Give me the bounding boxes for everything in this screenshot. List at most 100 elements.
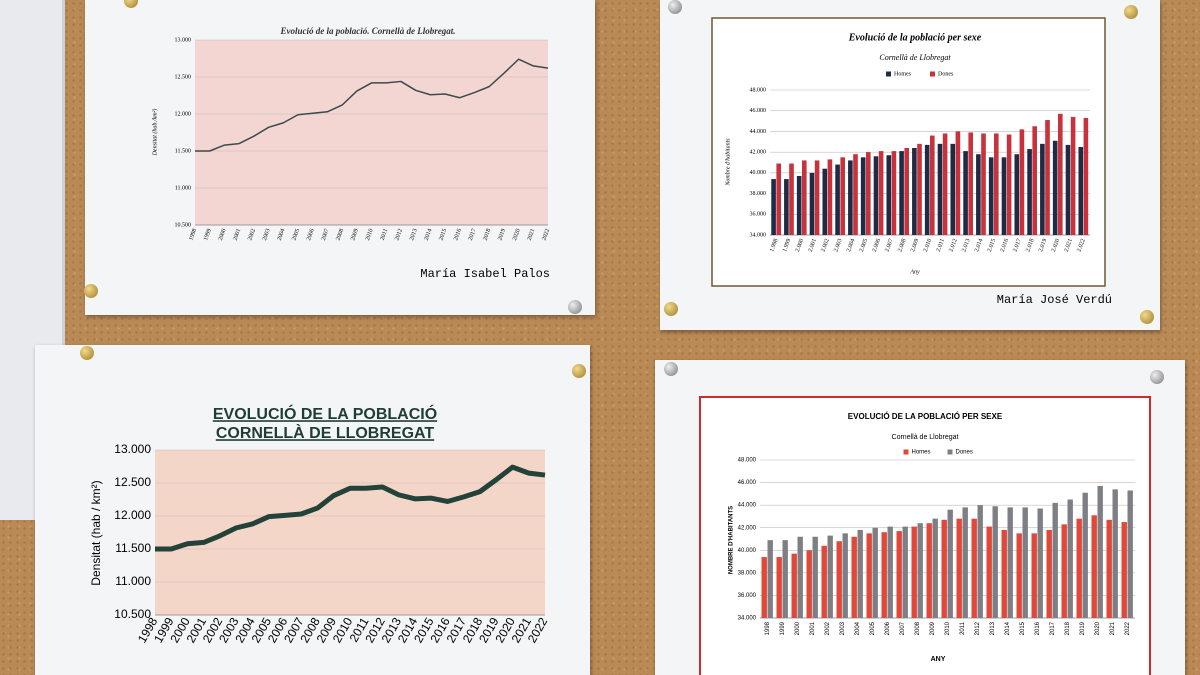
bar (1070, 116, 1076, 235)
bar (1106, 519, 1112, 618)
x-tick-label: 2.003 (833, 238, 843, 253)
bar (1032, 126, 1038, 235)
pin (124, 0, 138, 8)
x-tick-label: 2017 (1050, 621, 1056, 635)
x-tick-label: 2020 (512, 228, 522, 241)
bar (873, 156, 879, 235)
bar (866, 533, 872, 618)
x-tick-label: 2005 (291, 228, 301, 241)
x-tick-label: 2001 (233, 228, 243, 241)
bar (924, 144, 930, 235)
legend-swatch (886, 71, 891, 77)
y-tick-label: 48.000 (750, 87, 767, 93)
bar (1097, 485, 1103, 618)
bar (1091, 515, 1097, 618)
bar (836, 541, 842, 618)
bar (782, 540, 788, 618)
x-tick-label: 2016 (453, 228, 463, 241)
x-tick-label: 2022 (541, 228, 551, 241)
x-tick-label: 2.006 (872, 238, 882, 253)
x-tick-label: 1.999 (782, 238, 792, 253)
bar (771, 179, 776, 235)
x-tick-label: 2003 (262, 228, 272, 241)
bar (812, 536, 818, 618)
x-tick-label: 2.010 (923, 238, 933, 253)
bar (872, 527, 878, 618)
x-tick-label: 2009 (350, 228, 360, 241)
bar (1078, 146, 1084, 235)
bar (1040, 143, 1045, 235)
bar (767, 540, 773, 618)
legend-swatch (930, 71, 935, 77)
y-tick-label: 48.000 (738, 458, 757, 464)
x-tick-label: 2008 (336, 228, 346, 241)
y-tick-label: 46.000 (738, 480, 757, 486)
x-tick-label: 2.011 (936, 238, 946, 253)
y-tick-label: 12.500 (114, 475, 151, 489)
x-tick-label: 1999 (780, 621, 786, 635)
bar (1058, 113, 1063, 235)
x-tick-label: 2000 (795, 621, 801, 635)
chart-title: EVOLUCIÓ DE LA POBLACIÓ PER SEXE (848, 412, 1003, 421)
bar (1016, 533, 1022, 618)
bar (968, 132, 974, 235)
bar (963, 151, 968, 235)
x-tick-label: 2010 (365, 228, 375, 241)
bar (891, 151, 897, 235)
x-tick-label: 2.012 (949, 238, 959, 253)
bar (956, 518, 962, 618)
x-tick-label: 2015 (1020, 621, 1026, 635)
x-tick-label: 2009 (930, 621, 936, 635)
y-tick-label: 44.000 (738, 503, 757, 509)
legend-label: Dones (938, 71, 954, 77)
chart-title: EVOLUCIÓ DE LA POBLACIÓ (213, 404, 437, 423)
bar (932, 518, 938, 618)
x-tick-label: 2.020 (1051, 238, 1061, 253)
y-axis-label: Nombre d'habitants (725, 138, 731, 187)
bar (827, 535, 833, 618)
chart-title: CORNELLÀ DE LLOBREGAT (216, 423, 435, 442)
y-tick-label: 36.000 (738, 593, 757, 599)
bar (1037, 508, 1043, 618)
bar (1082, 492, 1088, 618)
y-tick-label: 12.000 (114, 508, 151, 522)
x-tick-label: 2.001 (808, 238, 818, 253)
bar (821, 545, 827, 618)
bar (866, 152, 871, 235)
x-tick-label: 2018 (483, 228, 493, 241)
x-tick-label: 1998 (765, 621, 771, 635)
bar (835, 164, 840, 235)
bar (776, 557, 782, 618)
x-tick-label: 2.007 (885, 238, 895, 253)
y-axis-label: NOMBRE D'HABITANTS (729, 506, 735, 574)
x-tick-label: 2.021 (1064, 238, 1074, 253)
pin (1140, 310, 1154, 324)
pin (1150, 370, 1164, 384)
bar (842, 533, 848, 618)
y-tick-label: 34.000 (750, 232, 767, 238)
chart: EVOLUCIÓ DE LA POBLACIÓ CORNELLÀ DE LLOB… (89, 404, 550, 645)
bar (950, 143, 956, 235)
pin (664, 302, 678, 316)
chart: EVOLUCIÓ DE LA POBLACIÓ PER SEXE Cornell… (699, 396, 1151, 675)
x-tick-label: 2014 (1005, 621, 1011, 635)
bar (806, 550, 812, 618)
whiteboard-edge (0, 0, 65, 520)
bar (802, 160, 807, 235)
bar (814, 160, 820, 235)
pin (668, 0, 682, 14)
x-tick-label: 2011 (960, 621, 966, 635)
y-tick-label: 46.000 (750, 108, 767, 114)
bar (761, 557, 767, 618)
legend-label: Homes (912, 450, 931, 456)
x-tick-label: 2.016 (1000, 238, 1010, 253)
x-tick-label: 2.000 (795, 238, 805, 253)
bar (937, 143, 943, 235)
bar (1001, 157, 1007, 235)
bar (1006, 134, 1012, 235)
y-tick-label: 13.000 (114, 442, 151, 456)
x-tick-label: 2019 (497, 228, 507, 241)
x-tick-label: 2.013 (961, 238, 971, 253)
bar (878, 151, 884, 235)
